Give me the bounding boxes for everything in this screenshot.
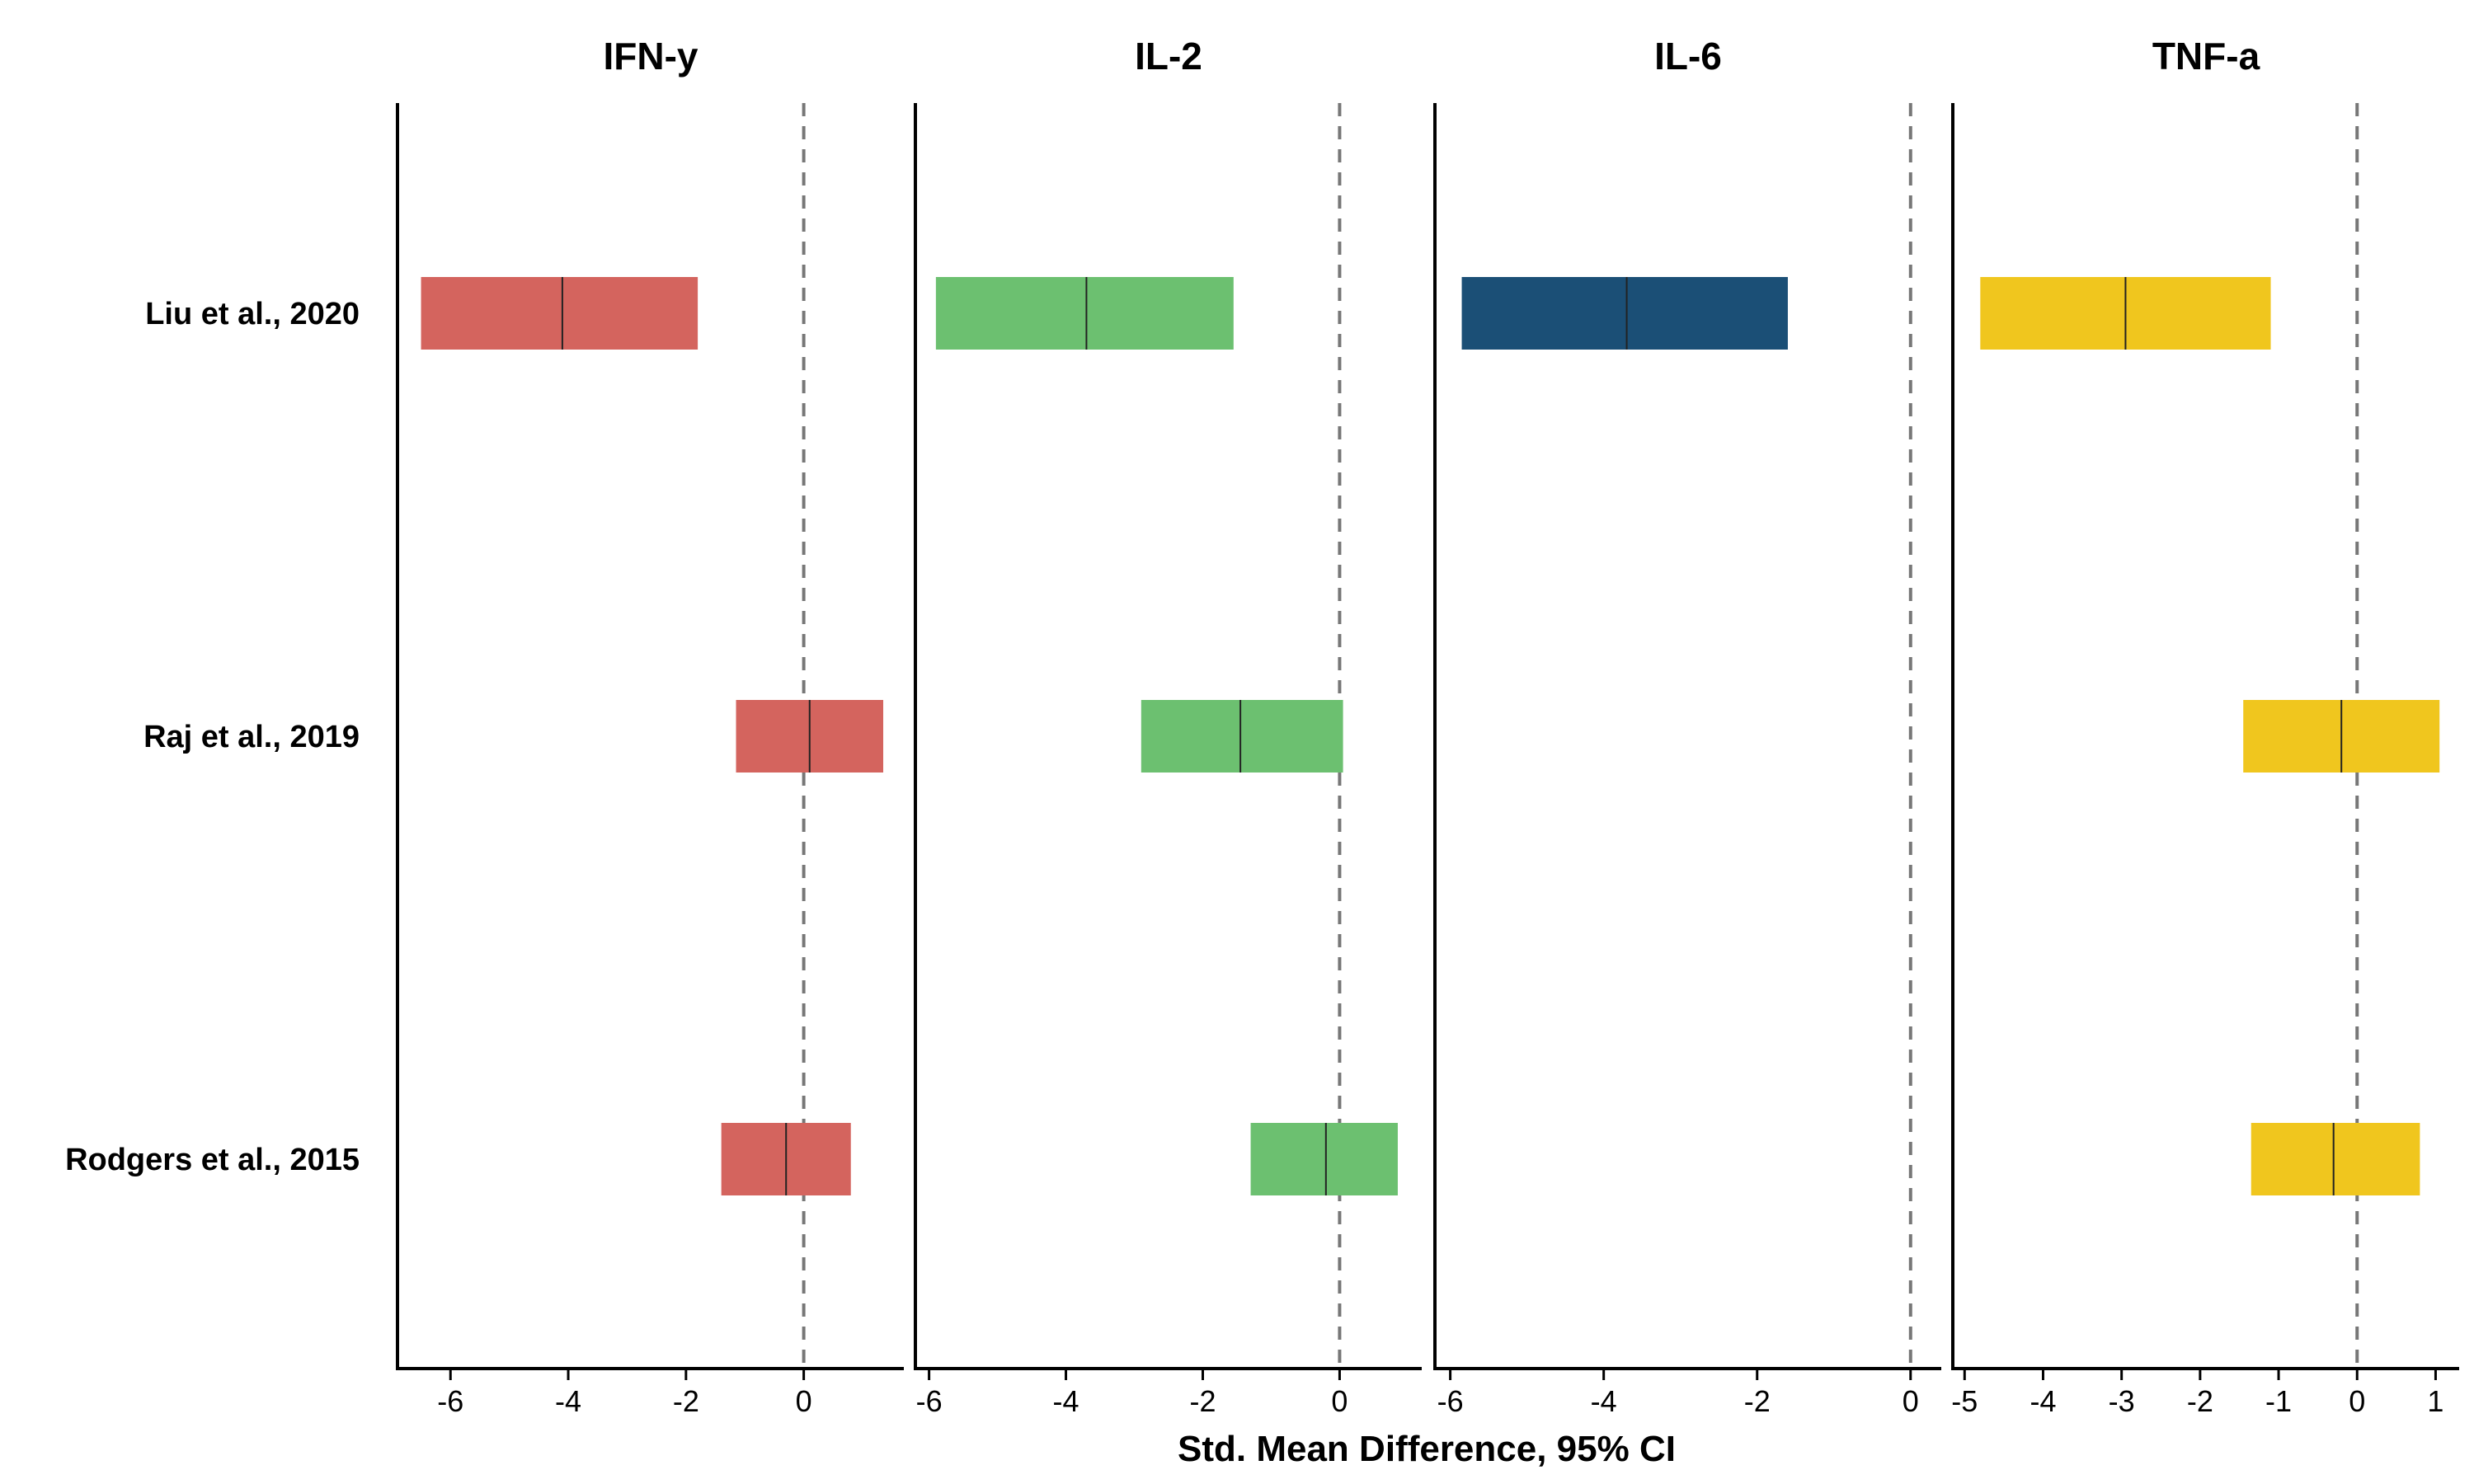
x-tick-label: 0 [1903, 1384, 1919, 1418]
ci-bar [935, 277, 1234, 350]
x-axis-title: Std. Mean Difference, 95% CI [1178, 1429, 1676, 1469]
x-tick-label: -6 [437, 1384, 463, 1418]
ci-bar [2251, 1123, 2420, 1195]
panel-title-tnf-a: TNF-a [2152, 35, 2260, 77]
x-tick-label: 0 [2349, 1384, 2365, 1418]
x-tick-label: -3 [2109, 1384, 2135, 1418]
x-tick-label: -4 [1591, 1384, 1617, 1418]
panel-title-il-6: IL-6 [1654, 35, 1722, 77]
x-tick-label: 1 [2427, 1384, 2443, 1418]
x-tick-label: -4 [1053, 1384, 1079, 1418]
ci-bar [1461, 277, 1788, 350]
x-tick-label: -2 [2187, 1384, 2213, 1418]
panel-title-ifn-y: IFN-y [604, 35, 698, 77]
x-tick-label: -6 [1437, 1384, 1464, 1418]
x-tick-label: -5 [1951, 1384, 1978, 1418]
x-tick-label: -2 [673, 1384, 699, 1418]
ci-bar [1141, 700, 1343, 773]
study-label: Liu et al., 2020 [145, 297, 360, 331]
study-label: Rodgers et al., 2015 [65, 1143, 360, 1177]
panel-title-il-2: IL-2 [1135, 35, 1202, 77]
x-tick-label: -4 [2030, 1384, 2056, 1418]
x-tick-label: -2 [1744, 1384, 1771, 1418]
x-tick-label: -4 [555, 1384, 581, 1418]
x-tick-label: 0 [796, 1384, 812, 1418]
x-tick-label: -2 [1189, 1384, 1216, 1418]
ci-bar [421, 277, 698, 350]
study-label: Raj et al., 2019 [143, 720, 360, 754]
ci-bar [1250, 1123, 1398, 1195]
x-tick-label: -6 [916, 1384, 943, 1418]
x-tick-label: -1 [2265, 1384, 2292, 1418]
x-tick-label: 0 [1331, 1384, 1348, 1418]
